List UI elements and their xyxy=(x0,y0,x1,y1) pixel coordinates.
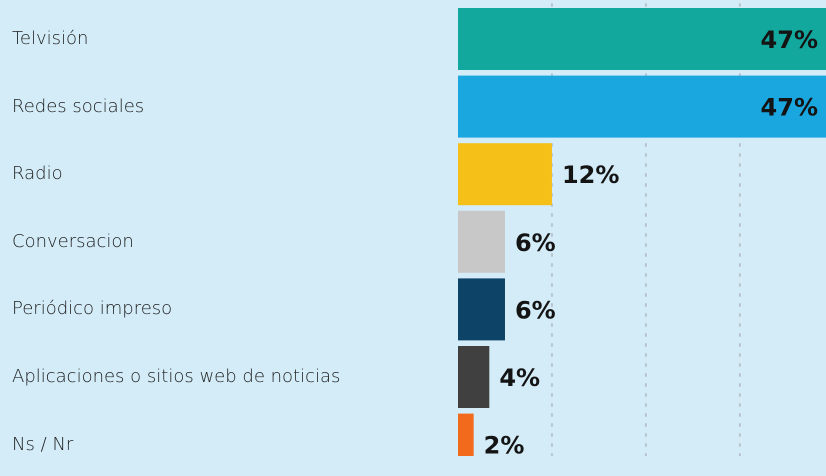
bar xyxy=(458,413,474,456)
value-label: 12% xyxy=(562,161,619,189)
category-label: Periódico impreso xyxy=(12,298,173,320)
category-label: Ns / Nr xyxy=(12,433,74,455)
bar xyxy=(458,75,826,138)
bar xyxy=(458,210,505,273)
value-label: 6% xyxy=(515,296,556,324)
bar xyxy=(458,278,505,341)
value-label: 47% xyxy=(761,94,818,122)
category-label: Aplicaciones o sitios web de noticias xyxy=(12,366,341,387)
value-label: 6% xyxy=(515,229,556,257)
bar xyxy=(458,346,490,408)
bar xyxy=(458,8,826,70)
category-label: Radio xyxy=(12,163,63,185)
chart: 47% 47% 12% 6% 6% 4% 2% xyxy=(458,3,826,456)
category-label: Redes sociales xyxy=(12,95,145,117)
value-label: 47% xyxy=(761,26,818,54)
page: {"chart_data": {"type": "barh", "categor… xyxy=(12,3,826,456)
value-label: 4% xyxy=(499,364,540,392)
category-label: Conversacion xyxy=(12,230,134,252)
bar xyxy=(458,143,552,206)
category-label: Telvisión xyxy=(12,28,89,49)
value-label: 2% xyxy=(484,432,525,456)
